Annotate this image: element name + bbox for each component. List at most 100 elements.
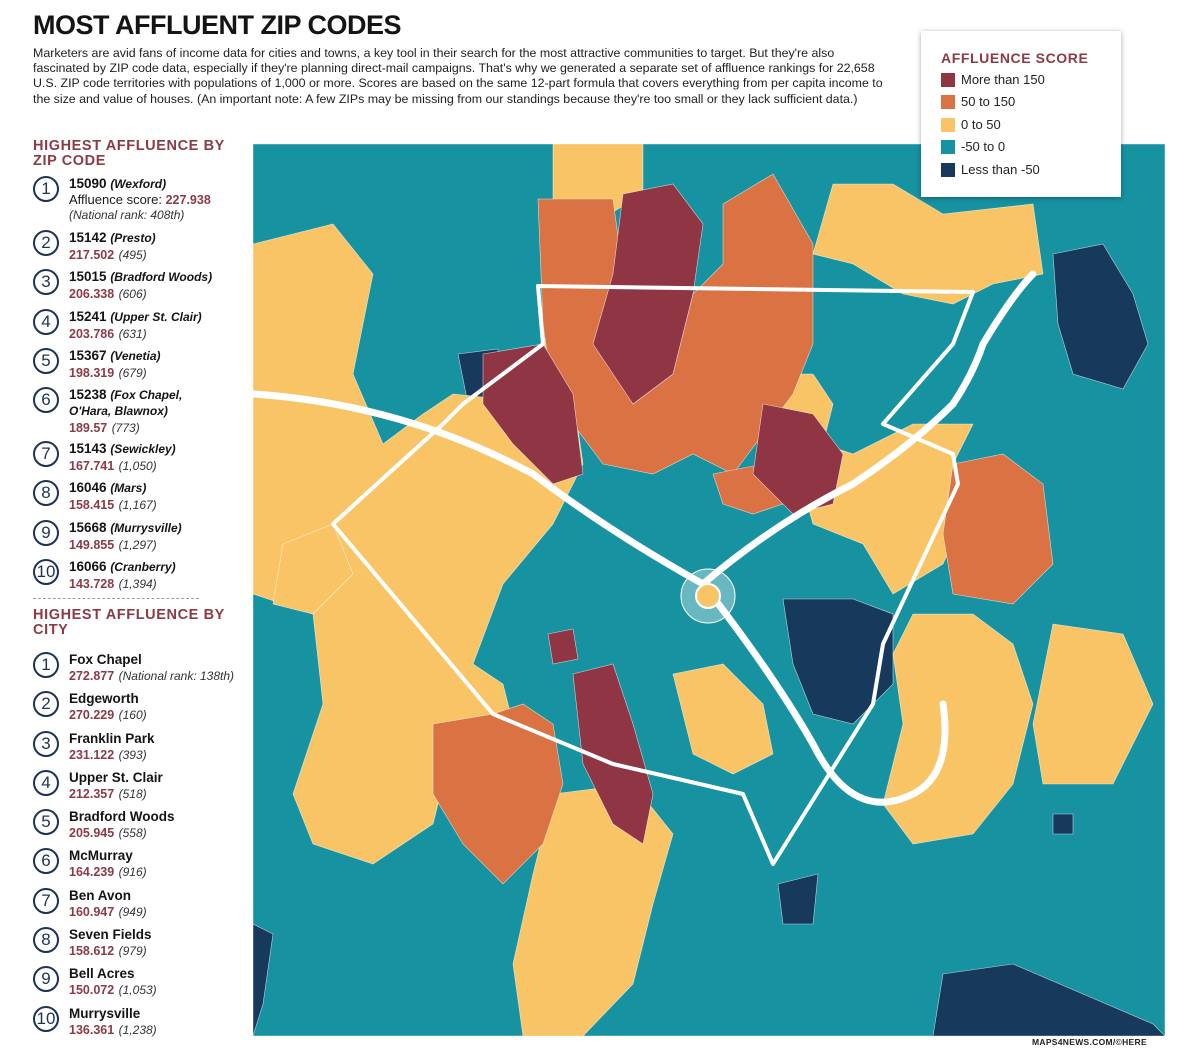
zip-rank-item: 2 15142 (Presto) 217.502 (495) xyxy=(33,230,212,269)
map-region-high xyxy=(752,403,844,515)
intro-text: Marketers are avid fans of income data f… xyxy=(33,46,883,106)
zip-code: 15241 xyxy=(69,308,107,324)
zip-place: (Sewickley) xyxy=(110,442,176,457)
affluence-score: 205.945 xyxy=(69,826,115,841)
rank-number-badge: 4 xyxy=(33,308,59,335)
legend-label: -50 to 0 xyxy=(961,139,1006,154)
zip-code: 16066 xyxy=(69,559,107,575)
affluence-score: 149.855 xyxy=(69,537,115,552)
city-name: Franklin Park xyxy=(69,730,155,746)
map-region-high xyxy=(547,628,579,665)
zip-rank-item: 8 16046 (Mars) 158.415 (1,167) xyxy=(33,480,212,519)
affluence-score: 198.319 xyxy=(69,365,115,380)
zip-code: 15238 xyxy=(69,387,107,403)
city-name: Bradford Woods xyxy=(69,809,175,825)
city-name: McMurray xyxy=(69,848,133,864)
legend-swatch xyxy=(941,118,955,132)
affluence-score: 231.122 xyxy=(69,747,115,762)
legend-swatch xyxy=(941,163,955,177)
rank-number-badge: 2 xyxy=(33,691,59,718)
map-region-high xyxy=(572,663,654,845)
affluence-score: 143.728 xyxy=(69,577,115,592)
zip-rank-item: 5 15367 (Venetia) 198.319 (679) xyxy=(33,347,212,387)
affluence-score: 272.877 xyxy=(69,669,115,683)
affluence-score: 206.338 xyxy=(69,287,115,302)
zip-code: 15090 xyxy=(69,176,107,191)
city-rank-item: 2 Edgeworth 270.229 (160) xyxy=(33,691,234,730)
city-rank-item: 3 Franklin Park 231.122 (393) xyxy=(33,730,234,770)
zip-ranking-heading: HIGHEST AFFLUENCE BY ZIP CODE xyxy=(33,138,225,169)
rank-number-badge: 2 xyxy=(33,230,59,256)
zip-code: 15015 xyxy=(69,269,107,285)
national-rank: (1,053) xyxy=(118,983,157,998)
affluence-score: 158.612 xyxy=(69,944,115,959)
national-rank: (773) xyxy=(111,421,140,436)
national-rank: (National rank: 138th) xyxy=(118,669,235,683)
zip-place: (Wexford) xyxy=(110,177,167,191)
city-rank-item: 8 Seven Fields 158.612 (979) xyxy=(33,927,234,966)
map-region-mid xyxy=(812,183,1044,305)
national-rank: (518) xyxy=(118,786,147,801)
rank-number-badge: 10 xyxy=(33,559,59,586)
map-region-mid xyxy=(1032,623,1154,785)
affluence-score: 136.361 xyxy=(69,1022,115,1037)
legend-label: More than 150 xyxy=(961,72,1045,87)
rank-number-badge: 8 xyxy=(33,927,59,954)
affluence-score: 217.502 xyxy=(69,248,115,262)
legend-label: 0 to 50 xyxy=(961,117,1001,132)
affluence-choropleth-map[interactable] xyxy=(253,144,1165,1036)
zip-place: (Fox Chapel, xyxy=(110,388,183,403)
rank-number-badge: 5 xyxy=(33,347,59,374)
zip-place: (Murrysville) xyxy=(110,520,182,535)
rank-number-badge: 9 xyxy=(33,966,59,993)
page-title: MOST AFFLUENT ZIP CODES xyxy=(33,10,402,40)
national-rank: (558) xyxy=(118,826,147,841)
allegheny-river xyxy=(699,270,1037,588)
city-name: Seven Fields xyxy=(69,927,152,943)
rank-number-badge: 1 xyxy=(33,176,59,202)
rank-number-badge: 10 xyxy=(33,1005,59,1032)
zip-code: 15668 xyxy=(69,519,107,535)
city-name: Upper St. Clair xyxy=(69,769,163,785)
affluence-score: 164.239 xyxy=(69,865,115,880)
national-rank: (495) xyxy=(118,248,147,262)
legend-title: AFFLUENCE SCORE xyxy=(941,50,1089,66)
rank-number-badge: 3 xyxy=(33,269,59,296)
national-rank: (631) xyxy=(118,326,147,341)
map-region-mid-high xyxy=(432,703,564,885)
affluence-score: 270.229 xyxy=(69,708,115,723)
rank-number-badge: 1 xyxy=(33,652,59,678)
city-rank-item: 5 Bradford Woods 205.945 (558) xyxy=(33,809,234,848)
downtown-marker[interactable] xyxy=(695,583,721,609)
legend-swatch xyxy=(941,73,955,87)
section-divider xyxy=(33,598,199,599)
affluence-score: 203.786 xyxy=(69,326,115,341)
national-rank: (916) xyxy=(118,865,147,880)
zip-place: (Venetia) xyxy=(110,348,161,363)
legend-swatch xyxy=(941,95,955,109)
map-region-very-low xyxy=(1052,813,1074,835)
affluence-score: 160.947 xyxy=(69,904,115,919)
affluence-score: 150.072 xyxy=(69,983,115,998)
zip-rank-item: 9 15668 (Murrysville) 149.855 (1,297) xyxy=(33,519,212,559)
zip-rank-item: 1 15090 (Wexford) Affluence score: 227.9… xyxy=(33,176,212,230)
city-name: Bell Acres xyxy=(69,966,135,982)
national-rank: (949) xyxy=(118,904,147,919)
zip-place: (Presto) xyxy=(110,231,156,245)
affluence-score: 189.57 xyxy=(69,421,108,436)
national-rank: (1,238) xyxy=(118,1022,157,1037)
city-name: Ben Avon xyxy=(69,887,132,903)
affluence-score: 212.357 xyxy=(69,786,115,801)
map-region-mid xyxy=(512,783,674,1036)
city-rank-item: 10 Murrysville 136.361 (1,238) xyxy=(33,1005,234,1045)
map-region-very-low xyxy=(253,923,274,1036)
map-region-mid xyxy=(253,223,594,865)
affluence-score: 167.741 xyxy=(69,459,115,474)
national-rank: (1,050) xyxy=(118,459,157,474)
monongahela-river xyxy=(699,580,949,806)
score-label: Affluence score: xyxy=(69,192,166,207)
map-region-mid-high xyxy=(942,453,1054,605)
national-rank: (979) xyxy=(118,944,147,959)
zip-place: (Upper St. Clair) xyxy=(110,309,202,324)
rank-number-badge: 7 xyxy=(33,441,59,468)
